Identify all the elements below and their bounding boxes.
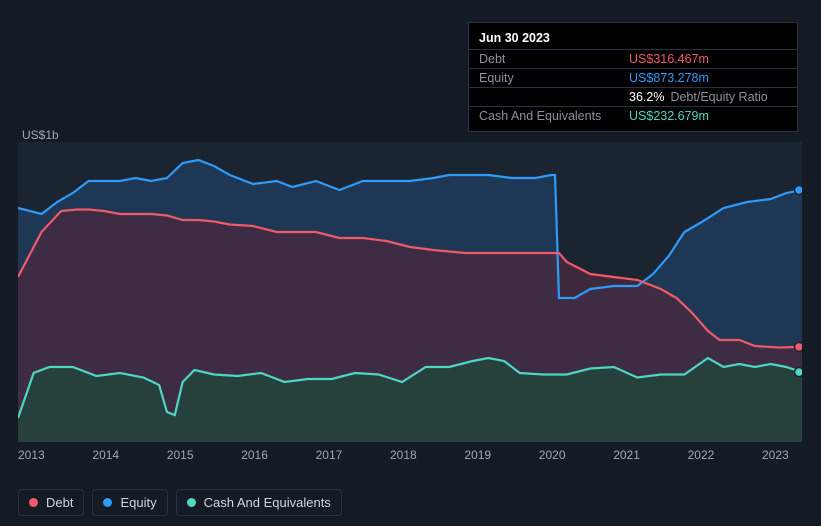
x-tick-label: 2023 (762, 448, 789, 462)
tooltip-rows: DebtUS$316.467mEquityUS$873.278m36.2%Deb… (469, 49, 797, 125)
legend-label: Cash And Equivalents (204, 495, 331, 510)
legend-item[interactable]: Cash And Equivalents (176, 489, 342, 516)
legend-label: Equity (120, 495, 156, 510)
tooltip-row: 36.2% Debt/Equity Ratio (469, 87, 797, 106)
x-tick-label: 2021 (613, 448, 640, 462)
legend-item[interactable]: Debt (18, 489, 84, 516)
tooltip-row-label: Equity (479, 71, 629, 85)
x-tick-label: 2022 (688, 448, 715, 462)
chart-tooltip: Jun 30 2023 DebtUS$316.467mEquityUS$873.… (468, 22, 798, 132)
series-end-marker (795, 368, 803, 377)
tooltip-row-value: US$232.679m (629, 109, 709, 123)
tooltip-row: Cash And EquivalentsUS$232.679m (469, 106, 797, 125)
tooltip-date: Jun 30 2023 (469, 29, 797, 49)
x-tick-label: 2019 (464, 448, 491, 462)
tooltip-row: DebtUS$316.467m (469, 49, 797, 68)
tooltip-row-value2: Debt/Equity Ratio (670, 90, 767, 104)
tooltip-row-value: 36.2% (629, 90, 664, 104)
series-end-marker (795, 342, 803, 351)
x-tick-label: 2018 (390, 448, 417, 462)
legend-dot (29, 498, 38, 507)
tooltip-row-label: Cash And Equivalents (479, 109, 629, 123)
legend: Debt Equity Cash And Equivalents (18, 489, 342, 516)
legend-dot (187, 498, 196, 507)
series-end-marker (795, 186, 803, 195)
tooltip-row-label: Debt (479, 52, 629, 66)
x-tick-label: 2017 (316, 448, 343, 462)
tooltip-row-value: US$316.467m (629, 52, 709, 66)
tooltip-row-value: US$873.278m (629, 71, 709, 85)
y-tick-label: US$1b (22, 128, 59, 142)
x-tick-label: 2020 (539, 448, 566, 462)
chart-plot (18, 142, 802, 442)
x-tick-label: 2015 (167, 448, 194, 462)
tooltip-row: EquityUS$873.278m (469, 68, 797, 87)
legend-label: Debt (46, 495, 73, 510)
x-tick-label: 2016 (241, 448, 268, 462)
legend-dot (103, 498, 112, 507)
legend-item[interactable]: Equity (92, 489, 167, 516)
x-tick-label: 2013 (18, 448, 45, 462)
x-tick-label: 2014 (92, 448, 119, 462)
